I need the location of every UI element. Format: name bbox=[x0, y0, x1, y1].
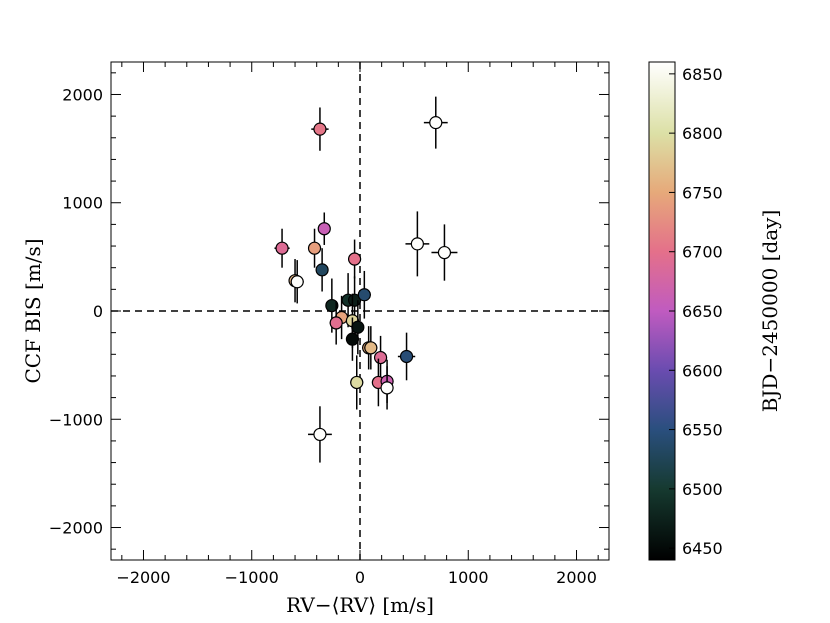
x-tick-label: 2000 bbox=[556, 568, 597, 587]
data-point bbox=[380, 366, 394, 410]
x-tick-labels: −2000 −1000 0 1000 2000 bbox=[116, 568, 596, 587]
point-marker bbox=[325, 298, 339, 313]
x-tick-label: 0 bbox=[355, 568, 365, 587]
point-marker bbox=[429, 116, 443, 130]
y-tick-label: 2000 bbox=[62, 85, 103, 104]
data-point bbox=[431, 224, 458, 281]
data-point bbox=[423, 96, 448, 149]
data-point bbox=[405, 211, 430, 277]
point-marker bbox=[329, 316, 343, 330]
data-point bbox=[317, 212, 331, 245]
point-marker bbox=[315, 263, 329, 277]
colorbar-ticks: 6450 6500 6550 6600 6650 6700 6750 6800 6850 bbox=[669, 65, 723, 558]
colorbar-tick-label: 6450 bbox=[682, 539, 723, 558]
point-marker bbox=[437, 245, 452, 260]
colorbar-tick-label: 6600 bbox=[682, 361, 723, 380]
point-marker bbox=[307, 241, 322, 255]
data-point bbox=[308, 406, 332, 463]
data-point bbox=[350, 355, 364, 410]
colorbar-tick-label: 6850 bbox=[682, 65, 723, 84]
y-tick-label: −1000 bbox=[49, 410, 103, 429]
colorbar-tick-label: 6650 bbox=[682, 302, 723, 321]
y-tick-labels: −2000 −1000 0 1000 2000 bbox=[49, 85, 103, 537]
point-marker bbox=[373, 350, 388, 365]
data-points bbox=[274, 96, 458, 463]
point-marker bbox=[357, 288, 371, 302]
data-point bbox=[347, 239, 362, 279]
data-point bbox=[315, 248, 329, 292]
colorbar-title: BJD−2450000 [day] bbox=[758, 210, 782, 413]
point-marker bbox=[351, 320, 365, 334]
y-tick-label: 0 bbox=[93, 302, 103, 321]
point-marker bbox=[290, 275, 304, 289]
x-tick-label: 1000 bbox=[448, 568, 489, 587]
point-marker bbox=[380, 381, 394, 395]
data-point bbox=[345, 317, 360, 361]
data-point bbox=[290, 260, 304, 304]
y-tick-label: 1000 bbox=[62, 194, 103, 213]
plot-frame bbox=[110, 61, 610, 561]
data-point bbox=[357, 270, 371, 319]
y-axis-title: CCF BIS [m/s] bbox=[21, 238, 45, 383]
point-marker bbox=[345, 332, 360, 346]
x-axis-title: RV−⟨RV⟩ [m/s] bbox=[286, 593, 434, 617]
data-point bbox=[397, 332, 416, 381]
data-point bbox=[311, 107, 329, 151]
x-tick-label: −1000 bbox=[225, 568, 279, 587]
colorbar-tick-label: 6750 bbox=[682, 183, 723, 202]
point-marker bbox=[364, 341, 378, 355]
x-tick-label: −2000 bbox=[116, 568, 170, 587]
point-marker bbox=[410, 237, 424, 251]
point-marker bbox=[313, 427, 327, 442]
colorbar-tick-label: 6700 bbox=[682, 243, 723, 262]
point-marker bbox=[313, 122, 327, 136]
point-marker bbox=[350, 375, 364, 390]
point-marker bbox=[399, 349, 414, 364]
axis-ticks bbox=[111, 62, 609, 560]
data-point bbox=[329, 301, 343, 345]
point-marker bbox=[347, 252, 362, 266]
point-marker bbox=[275, 241, 289, 255]
data-point bbox=[364, 326, 378, 370]
y-tick-label: −2000 bbox=[49, 519, 103, 538]
colorbar-tick-label: 6550 bbox=[682, 421, 723, 440]
data-point bbox=[307, 228, 322, 268]
data-point bbox=[351, 300, 365, 355]
reference-lines bbox=[111, 62, 609, 560]
colorbar-tick-label: 6500 bbox=[682, 480, 723, 499]
point-marker bbox=[317, 222, 331, 236]
colorbar-tick-label: 6800 bbox=[682, 124, 723, 143]
data-point bbox=[274, 228, 290, 268]
data-point bbox=[373, 335, 388, 380]
